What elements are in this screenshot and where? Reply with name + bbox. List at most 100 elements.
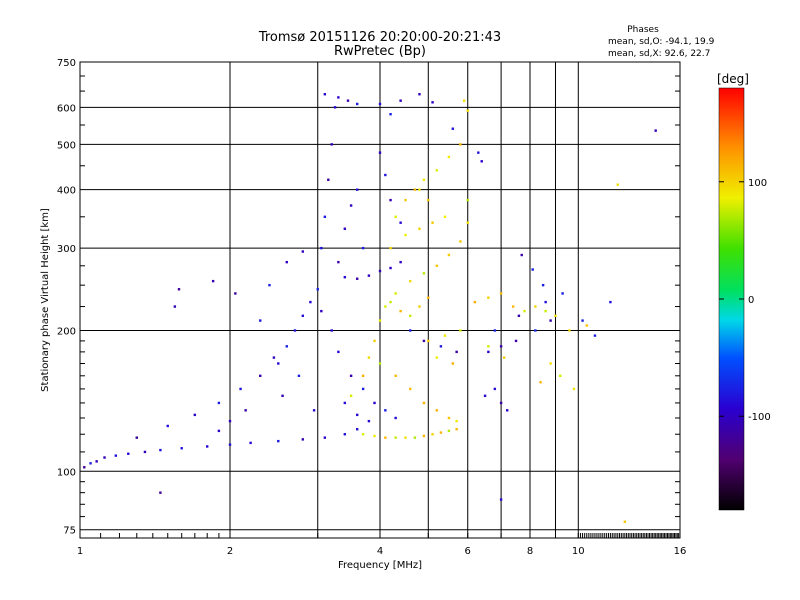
echo-point — [544, 300, 547, 304]
echo-point — [399, 221, 402, 224]
echo-point — [361, 387, 365, 391]
echo-point — [330, 329, 333, 332]
echo-point — [572, 387, 576, 391]
echo-point — [455, 419, 458, 423]
x-tick-label: 16 — [674, 546, 687, 557]
echo-point — [330, 143, 333, 146]
echo-point — [378, 362, 382, 365]
echo-point — [568, 329, 571, 332]
echo-point — [531, 268, 534, 271]
chart-subtitle: RwPretec (Bp) — [334, 44, 426, 59]
echo-point — [389, 246, 392, 250]
echo-point — [487, 345, 490, 348]
echo-point — [447, 429, 451, 433]
echo-point — [337, 350, 340, 354]
echo-point — [422, 272, 426, 275]
echo-point — [443, 215, 447, 219]
echo-point — [541, 283, 545, 287]
x-tick-label: 1 — [77, 546, 83, 557]
echo-point — [459, 240, 462, 243]
echo-point — [418, 305, 421, 308]
echo-point — [361, 374, 365, 378]
echo-point — [502, 356, 506, 359]
echo-point — [378, 151, 382, 154]
echo-point — [435, 169, 438, 172]
echo-point — [89, 462, 92, 465]
echo-point — [418, 188, 421, 191]
echo-point — [534, 329, 537, 332]
echo-point — [373, 401, 376, 405]
colorbar-tick-label: 100 — [748, 178, 767, 189]
echo-point — [217, 429, 221, 433]
echo-point — [285, 260, 288, 264]
echo-point — [394, 292, 397, 295]
echo-point — [473, 300, 477, 304]
echo-point — [135, 436, 138, 439]
echo-point — [514, 339, 518, 343]
colorbar-tick-label: -100 — [748, 412, 771, 423]
x-tick-label: 6 — [465, 546, 471, 557]
echo-point — [301, 438, 305, 441]
echo-point — [499, 292, 503, 295]
stats-o-mode: mean, sd,O: -94.1, 19.9 — [608, 37, 715, 47]
echo-point — [361, 433, 365, 436]
x-tick-label: 10 — [572, 546, 585, 557]
echo-point — [422, 434, 426, 438]
echo-point — [549, 319, 552, 322]
echo-point — [309, 300, 312, 304]
echo-point — [143, 450, 147, 454]
echo-point — [409, 279, 412, 283]
echo-point — [114, 454, 118, 457]
echo-point — [320, 309, 323, 313]
echo-point — [159, 491, 162, 494]
echo-point — [361, 246, 365, 250]
y-tick-label: 500 — [57, 140, 76, 151]
echo-point — [593, 334, 597, 337]
x-axis: 1 2 4 6 8 10 16 — [77, 533, 687, 557]
echo-point — [439, 431, 443, 434]
echo-point — [293, 329, 297, 332]
echo-point — [389, 266, 392, 270]
echo-point — [480, 160, 483, 163]
y-tick-label: 600 — [57, 103, 76, 114]
echo-point — [431, 433, 434, 436]
echo-point — [384, 305, 387, 308]
echo-point — [427, 296, 430, 299]
echo-point — [487, 296, 490, 299]
echo-point — [466, 109, 469, 112]
echo-point — [166, 424, 169, 428]
echo-point — [409, 387, 412, 391]
echo-point — [483, 394, 487, 398]
echo-point — [609, 300, 612, 304]
echo-point — [337, 96, 340, 99]
echo-point — [487, 350, 490, 354]
echo-point — [333, 106, 337, 109]
echo-point — [399, 99, 402, 102]
echo-point — [378, 102, 382, 106]
echo-point — [389, 113, 392, 116]
x-tick-label: 2 — [227, 546, 233, 557]
echo-point — [399, 260, 402, 264]
echo-point — [285, 345, 288, 348]
echo-point — [367, 274, 371, 277]
echo-point — [404, 198, 407, 202]
echo-point — [431, 221, 434, 224]
echo-point — [327, 178, 330, 181]
echo-point — [459, 329, 462, 332]
echo-point — [581, 319, 584, 322]
y-tick-label: 400 — [57, 186, 76, 197]
echo-point — [234, 292, 237, 295]
x-tick-label: 8 — [527, 546, 533, 557]
echo-point — [378, 269, 382, 273]
echo-point — [443, 334, 447, 337]
echo-point — [418, 93, 421, 96]
echo-point — [451, 127, 455, 130]
echo-point — [554, 314, 557, 317]
echo-point — [435, 409, 438, 412]
echo-point — [399, 309, 402, 313]
echo-point — [477, 151, 480, 154]
echo-point — [394, 416, 397, 420]
y-axis-label: Stationary phase Virtual Height [km] — [40, 208, 51, 392]
echo-point — [297, 374, 301, 378]
echo-point — [493, 329, 497, 332]
